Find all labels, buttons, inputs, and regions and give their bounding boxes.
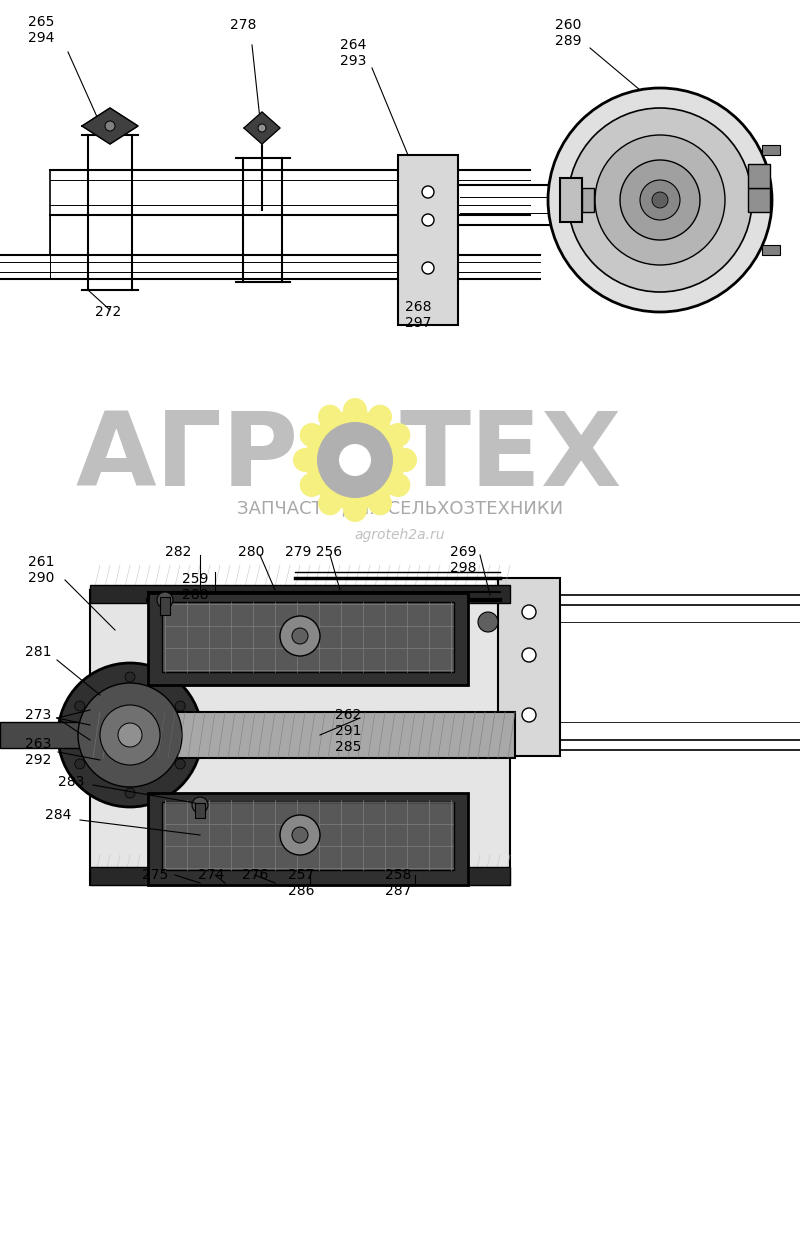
- Circle shape: [343, 398, 367, 422]
- Text: 264
293: 264 293: [340, 38, 366, 68]
- Circle shape: [258, 124, 266, 133]
- Text: 262
291
285: 262 291 285: [335, 707, 362, 755]
- Circle shape: [125, 672, 135, 681]
- Circle shape: [58, 663, 202, 807]
- Text: 276: 276: [242, 869, 268, 882]
- Polygon shape: [244, 112, 280, 144]
- Circle shape: [293, 449, 317, 472]
- Circle shape: [422, 186, 434, 198]
- Text: ЗАПЧАСТИ ДЛЯ СЕЛЬХОЗТЕХНИКИ: ЗАПЧАСТИ ДЛЯ СЕЛЬХОЗТЕХНИКИ: [237, 499, 563, 517]
- Text: 273: 273: [25, 707, 51, 722]
- Circle shape: [368, 492, 392, 515]
- Circle shape: [292, 628, 308, 644]
- Circle shape: [305, 410, 405, 510]
- Circle shape: [280, 815, 320, 855]
- Circle shape: [78, 683, 182, 787]
- Text: 261
290: 261 290: [28, 555, 54, 585]
- Text: 282: 282: [165, 545, 191, 559]
- Bar: [0, 722, 130, 748]
- Circle shape: [300, 473, 324, 497]
- Text: 259
288: 259 288: [182, 572, 209, 602]
- Bar: [582, 188, 594, 212]
- Text: 260
289: 260 289: [555, 19, 582, 48]
- Text: 283: 283: [58, 776, 84, 789]
- Circle shape: [620, 160, 700, 240]
- Text: 268
297: 268 297: [405, 300, 431, 331]
- Text: АГР: АГР: [75, 408, 298, 508]
- Bar: [148, 593, 468, 685]
- Circle shape: [280, 616, 320, 655]
- Circle shape: [422, 261, 434, 274]
- Circle shape: [157, 592, 173, 608]
- Circle shape: [100, 705, 160, 764]
- Text: 263
292: 263 292: [25, 737, 51, 767]
- Circle shape: [339, 444, 371, 476]
- Circle shape: [652, 192, 668, 208]
- Text: 281: 281: [25, 646, 51, 659]
- Circle shape: [595, 135, 725, 265]
- Text: 279 256: 279 256: [285, 545, 342, 559]
- Polygon shape: [82, 108, 138, 144]
- Circle shape: [105, 121, 115, 131]
- Circle shape: [522, 648, 536, 662]
- Text: agroteh2a.ru: agroteh2a.ru: [354, 528, 446, 541]
- Circle shape: [125, 788, 135, 798]
- Text: 272: 272: [95, 305, 122, 318]
- Bar: [762, 245, 780, 255]
- Bar: [145, 712, 515, 758]
- Text: 284: 284: [45, 808, 71, 821]
- Bar: [748, 164, 770, 188]
- Text: 257
286: 257 286: [288, 869, 314, 898]
- Text: 278: 278: [230, 19, 256, 32]
- Text: 269
298: 269 298: [450, 545, 477, 575]
- Circle shape: [478, 612, 498, 632]
- Circle shape: [175, 760, 186, 769]
- Bar: [148, 793, 468, 885]
- Text: 280: 280: [238, 545, 264, 559]
- Text: 265
294: 265 294: [28, 15, 54, 45]
- Circle shape: [548, 88, 772, 312]
- Bar: [398, 155, 458, 325]
- Circle shape: [74, 701, 85, 711]
- Circle shape: [74, 760, 85, 769]
- Circle shape: [640, 180, 680, 221]
- Bar: [560, 178, 582, 222]
- Circle shape: [317, 422, 393, 498]
- Bar: [762, 145, 780, 155]
- Circle shape: [300, 422, 324, 447]
- Bar: [162, 602, 454, 672]
- Circle shape: [386, 422, 410, 447]
- Bar: [90, 585, 510, 603]
- Text: ТЕХ: ТЕХ: [400, 408, 622, 508]
- Circle shape: [192, 797, 208, 813]
- Text: 275: 275: [142, 869, 168, 882]
- Circle shape: [422, 214, 434, 225]
- Circle shape: [175, 701, 186, 711]
- Bar: [160, 597, 170, 615]
- Circle shape: [568, 108, 752, 292]
- Bar: [90, 590, 510, 885]
- Text: 258
287: 258 287: [385, 869, 411, 898]
- Circle shape: [386, 473, 410, 497]
- Circle shape: [318, 405, 342, 429]
- Circle shape: [318, 492, 342, 515]
- Circle shape: [393, 449, 417, 472]
- Text: 274: 274: [198, 869, 224, 882]
- Circle shape: [368, 405, 392, 429]
- Bar: [195, 803, 205, 818]
- Bar: [748, 188, 770, 212]
- Bar: [162, 802, 454, 870]
- Circle shape: [292, 826, 308, 843]
- Circle shape: [118, 724, 142, 747]
- Bar: [90, 867, 510, 885]
- Bar: [498, 579, 560, 756]
- Circle shape: [343, 498, 367, 522]
- Circle shape: [522, 605, 536, 620]
- Circle shape: [522, 707, 536, 722]
